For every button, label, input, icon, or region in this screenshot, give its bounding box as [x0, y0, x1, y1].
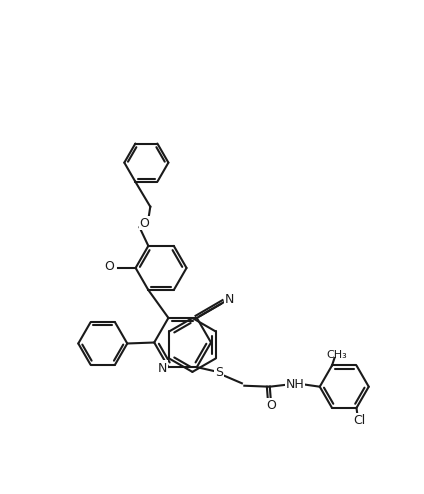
Text: N: N: [158, 362, 167, 374]
Text: CH₃: CH₃: [326, 350, 347, 360]
Text: N: N: [225, 293, 234, 306]
Text: Cl: Cl: [353, 413, 365, 427]
Text: O: O: [266, 399, 276, 412]
Text: O: O: [105, 260, 114, 274]
Text: S: S: [215, 366, 223, 378]
Text: O: O: [139, 217, 149, 230]
Text: NH: NH: [286, 378, 304, 391]
